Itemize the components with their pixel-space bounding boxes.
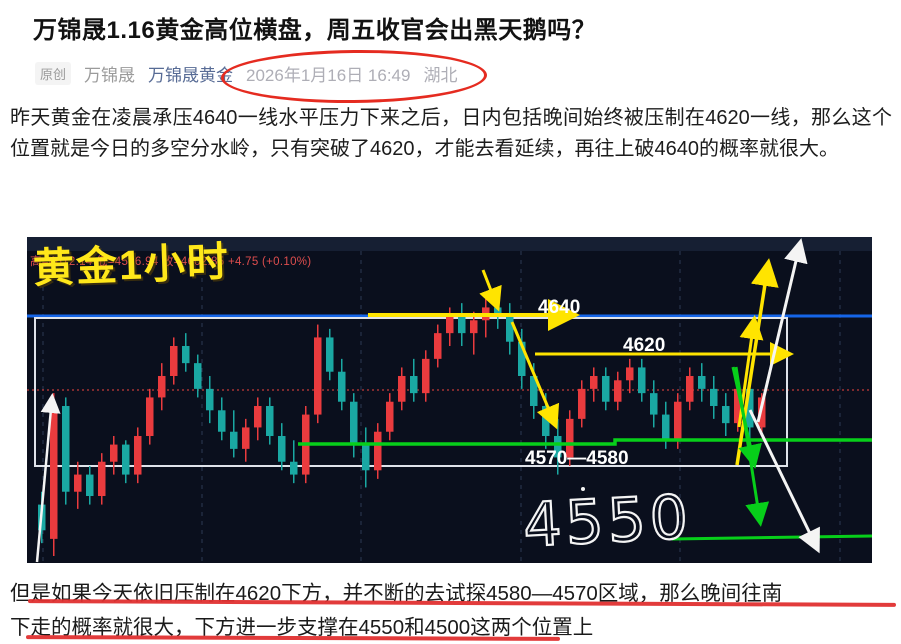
publish-location: 湖北 [423, 66, 458, 85]
svg-text:4640: 4640 [538, 297, 580, 318]
original-badge: 原创 [35, 62, 72, 85]
chart-title-overlay: 黄金1小时 [32, 238, 231, 292]
author-name: 万锦晟 [84, 66, 136, 85]
support-4580-green-line [298, 438, 872, 446]
candles [38, 294, 766, 557]
publish-datetime: 2026年1月16日 16:49 [246, 66, 411, 85]
gold-1h-candlestick-chart: 高=4612.14 低=4596.94 收=4602.85 +4.75 (+0.… [27, 237, 872, 563]
hand-drawn-arrows [35, 238, 820, 563]
level-labels: 4640 4620 4570—4580 [525, 297, 665, 469]
range-box [34, 317, 788, 467]
account-link[interactable]: 万锦晟黄金 [148, 66, 234, 85]
price-ticker: 高=4612.14 低=4596.94 收=4602.85 +4.75 (+0.… [30, 256, 312, 268]
lower-support-green-line [671, 534, 872, 541]
byline: 原创 万锦晟 万锦晟黄金 2026年1月16日 16:49 湖北 [35, 61, 457, 86]
svg-text:4620: 4620 [623, 335, 665, 356]
handwritten-4550: 4550 [522, 482, 694, 561]
article-title: 万锦晟1.16黄金高位横盘，周五收官会出黑天鹅吗？ [33, 17, 597, 44]
chart-top-strip [27, 237, 872, 251]
svg-text:4570—4580: 4570—4580 [525, 448, 629, 469]
chart-canvas: 4640 4620 4570—4580 4550 [27, 237, 872, 563]
paragraph-2-line-2: 下走的概率就很大，下方进一步支撑在4550和4500这两个位置上 [10, 616, 594, 639]
paragraph-1: 昨天黄金在凌晨承压4640一线水平压力下来之后，日内包括晚间始终被压制在4620… [10, 107, 892, 160]
